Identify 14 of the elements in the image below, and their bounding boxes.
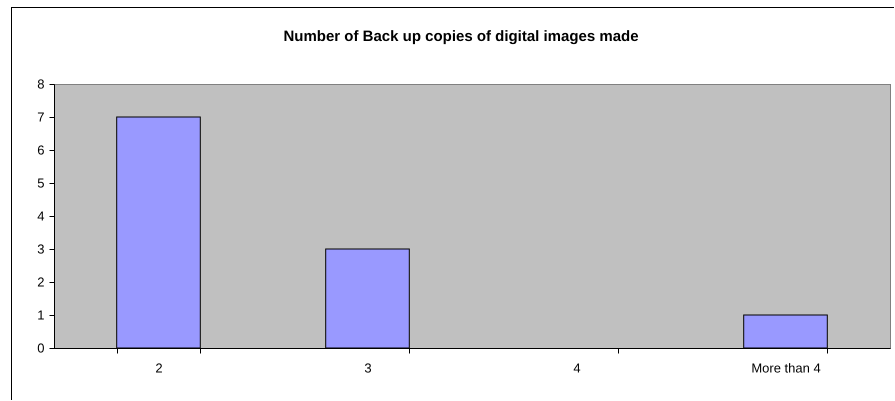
chart-title: Number of Back up copies of digital images made: [283, 28, 639, 45]
y-tick-label: 3: [37, 242, 44, 256]
y-tick-label: 7: [37, 110, 44, 124]
x-tick-label: More than 4: [751, 360, 821, 376]
y-tick-label: 4: [37, 208, 44, 224]
y-tick-label: 2: [37, 274, 44, 290]
x-tick-label: 4: [573, 360, 581, 376]
y-tick-label: 8: [37, 76, 44, 92]
x-tick-label: 2: [155, 360, 163, 376]
y-tick-label: 0: [37, 340, 44, 356]
x-tick-label: 3: [364, 360, 372, 376]
y-tick-label: 5: [37, 176, 44, 190]
y-tick-label: 6: [37, 142, 44, 158]
y-tick-label: 1: [37, 308, 44, 322]
